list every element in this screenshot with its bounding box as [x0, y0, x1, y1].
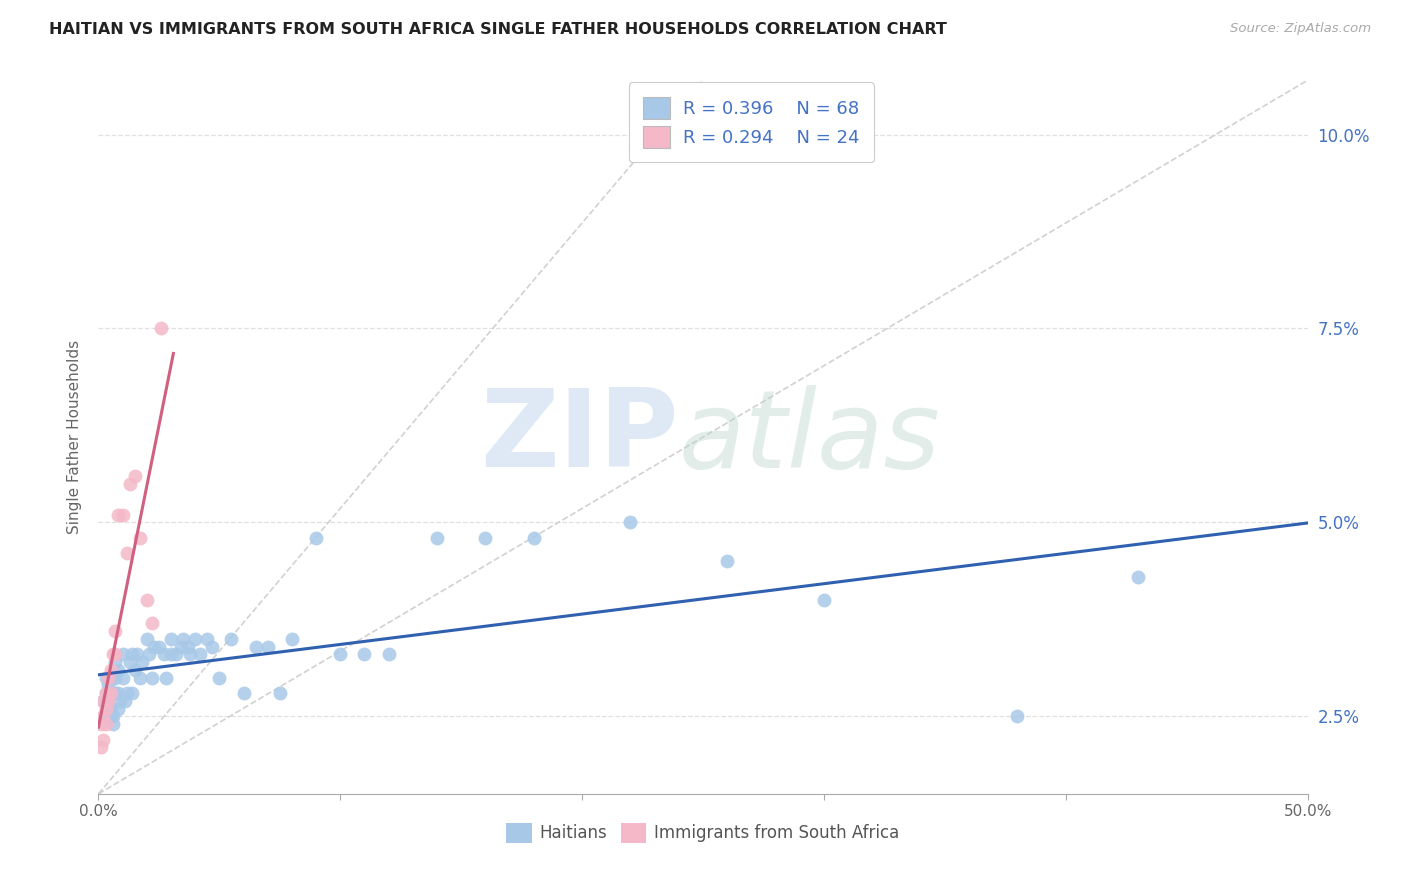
- Point: [91, 732, 114, 747]
- Point: [152, 647, 174, 661]
- Point: [124, 663, 146, 677]
- Point: [90, 717, 112, 731]
- Point: [97, 671, 120, 685]
- Y-axis label: Single Father Households: Single Father Households: [67, 340, 83, 534]
- Point: [160, 632, 183, 646]
- Point: [94, 686, 117, 700]
- Point: [94, 686, 117, 700]
- Point: [813, 593, 835, 607]
- Point: [111, 508, 134, 522]
- Point: [114, 694, 136, 708]
- Point: [91, 709, 114, 723]
- Point: [208, 671, 231, 685]
- Point: [121, 686, 143, 700]
- Point: [135, 593, 157, 607]
- Point: [281, 632, 304, 646]
- Point: [426, 531, 449, 545]
- Point: [221, 632, 243, 646]
- Point: [1007, 709, 1029, 723]
- Point: [124, 468, 146, 483]
- Point: [94, 717, 117, 731]
- Point: [155, 671, 177, 685]
- Point: [118, 655, 141, 669]
- Point: [138, 647, 160, 661]
- Point: [91, 694, 114, 708]
- Point: [165, 647, 187, 661]
- Point: [91, 694, 114, 708]
- Point: [128, 671, 150, 685]
- Point: [177, 640, 200, 654]
- Point: [100, 671, 122, 685]
- Point: [100, 663, 122, 677]
- Point: [108, 694, 131, 708]
- Point: [143, 640, 166, 654]
- Point: [716, 554, 738, 568]
- Point: [97, 678, 120, 692]
- Text: HAITIAN VS IMMIGRANTS FROM SOUTH AFRICA SINGLE FATHER HOUSEHOLDS CORRELATION CHA: HAITIAN VS IMMIGRANTS FROM SOUTH AFRICA …: [49, 22, 948, 37]
- Point: [1128, 570, 1150, 584]
- Legend: Haitians, Immigrants from South Africa: Haitians, Immigrants from South Africa: [501, 816, 905, 850]
- Point: [107, 508, 129, 522]
- Point: [127, 647, 149, 661]
- Point: [107, 701, 129, 715]
- Point: [148, 640, 170, 654]
- Point: [179, 647, 201, 661]
- Point: [100, 709, 122, 723]
- Point: [150, 321, 173, 335]
- Point: [97, 709, 120, 723]
- Point: [377, 647, 399, 661]
- Point: [232, 686, 254, 700]
- Point: [188, 647, 211, 661]
- Point: [101, 647, 124, 661]
- Point: [141, 616, 163, 631]
- Point: [117, 546, 139, 560]
- Point: [195, 632, 218, 646]
- Point: [184, 632, 207, 646]
- Point: [160, 647, 183, 661]
- Point: [104, 686, 127, 700]
- Point: [97, 694, 120, 708]
- Point: [97, 694, 120, 708]
- Point: [256, 640, 278, 654]
- Point: [94, 701, 117, 715]
- Point: [128, 531, 150, 545]
- Point: [201, 640, 224, 654]
- Point: [619, 516, 641, 530]
- Point: [131, 655, 153, 669]
- Point: [101, 686, 124, 700]
- Point: [90, 740, 112, 755]
- Point: [111, 671, 134, 685]
- Point: [111, 647, 134, 661]
- Point: [118, 476, 141, 491]
- Point: [353, 647, 375, 661]
- Point: [329, 647, 352, 661]
- Point: [107, 686, 129, 700]
- Point: [107, 663, 129, 677]
- Point: [305, 531, 328, 545]
- Text: ZIP: ZIP: [481, 384, 679, 490]
- Point: [101, 717, 124, 731]
- Point: [269, 686, 291, 700]
- Point: [169, 640, 191, 654]
- Text: Source: ZipAtlas.com: Source: ZipAtlas.com: [1230, 22, 1371, 36]
- Point: [245, 640, 267, 654]
- Point: [104, 647, 127, 661]
- Point: [100, 701, 122, 715]
- Point: [141, 671, 163, 685]
- Point: [100, 686, 122, 700]
- Point: [104, 655, 127, 669]
- Point: [117, 686, 139, 700]
- Text: atlas: atlas: [679, 384, 941, 490]
- Point: [100, 686, 122, 700]
- Point: [101, 709, 124, 723]
- Point: [121, 647, 143, 661]
- Point: [104, 624, 127, 638]
- Point: [172, 632, 194, 646]
- Point: [94, 671, 117, 685]
- Point: [474, 531, 496, 545]
- Point: [135, 632, 157, 646]
- Point: [104, 671, 127, 685]
- Point: [523, 531, 546, 545]
